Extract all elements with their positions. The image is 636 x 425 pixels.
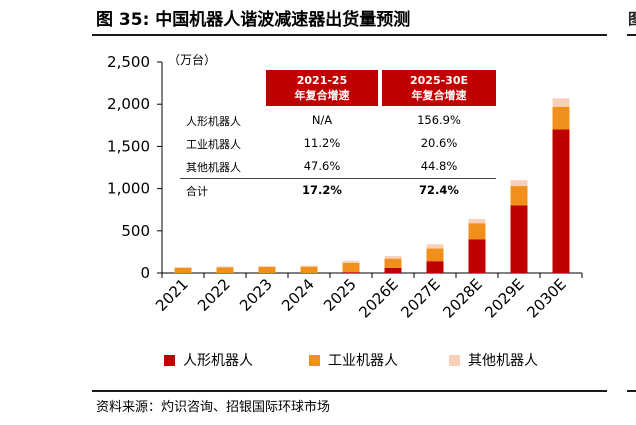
- bar-segment-other: [468, 218, 486, 224]
- x-tick-label: 2021: [152, 275, 192, 315]
- legend-label: 工业机器人: [328, 353, 398, 369]
- next-figure-rule-bottom: [627, 390, 636, 392]
- bar-segment-other: [342, 260, 360, 263]
- y-tick-label: 0: [140, 264, 150, 282]
- x-tick-label: 2028E: [439, 275, 485, 321]
- legend-item-other: 其他机器人: [449, 352, 538, 369]
- bar-segment-humanoid: [342, 272, 360, 273]
- chart-title: 图 35: 中国机器人谐波减速器出货量预测: [96, 10, 411, 30]
- table-cell: N/A: [311, 113, 333, 127]
- x-tick-label: 2027E: [397, 275, 443, 321]
- bar-segment-industrial: [510, 186, 528, 206]
- source-rule: [92, 390, 607, 392]
- x-tick-label: 2022: [194, 275, 234, 315]
- bar-segment-humanoid: [552, 129, 570, 273]
- bar-segment-industrial: [216, 267, 234, 273]
- table-cell: 20.6%: [420, 136, 458, 150]
- bar-segment-industrial: [426, 248, 444, 262]
- table-row-label: 人形机器人: [186, 115, 241, 128]
- x-tick-label: 2026E: [355, 275, 401, 321]
- y-axis-unit-label: （万台）: [168, 52, 216, 67]
- bar-segment-humanoid: [468, 239, 486, 273]
- legend-label: 其他机器人: [468, 353, 538, 369]
- bar-segment-other: [174, 267, 192, 268]
- x-tick-label: 2024: [278, 275, 318, 315]
- bar-segment-other: [510, 180, 528, 187]
- bar-segment-industrial: [174, 267, 192, 273]
- legend-swatch: [449, 354, 460, 366]
- table-header-metric: 年复合增速: [294, 89, 350, 102]
- table-header-metric: 年复合增速: [411, 89, 467, 102]
- table-header-period: 2025-30E: [409, 74, 468, 87]
- table-cell: 44.8%: [420, 159, 458, 173]
- legend-label: 人形机器人: [183, 353, 253, 369]
- x-tick-label: 2029E: [481, 275, 527, 321]
- table-row-label: 工业机器人: [186, 138, 241, 151]
- table-row-label: 其他机器人: [186, 161, 241, 174]
- bar-segment-other: [384, 256, 402, 259]
- bar-segment-other: [426, 244, 444, 249]
- y-tick-label: 2,000: [107, 95, 150, 113]
- x-tick-label: 2025: [320, 275, 360, 315]
- table-cell: 47.6%: [303, 159, 341, 173]
- table-total-cell: 72.4%: [419, 183, 459, 197]
- legend-swatch: [164, 354, 175, 366]
- bar-segment-industrial: [258, 266, 276, 273]
- x-tick-label: 2030E: [523, 275, 569, 321]
- bar-segment-other: [258, 266, 276, 267]
- next-figure-title-fragment: 图: [628, 10, 636, 28]
- table-header-2025-30e: 2025-30E 年复合增速: [382, 70, 496, 106]
- bar-segment-other: [300, 265, 318, 267]
- next-figure-rule-top: [627, 34, 636, 36]
- bar-segment-industrial: [342, 262, 360, 273]
- table-header-period: 2021-25: [296, 74, 348, 87]
- source-note: 资料来源：灼识咨询、招银国际环球市场: [96, 400, 331, 415]
- chart-bars: [174, 98, 570, 273]
- y-tick-label: 500: [121, 222, 150, 240]
- table-cell: 11.2%: [303, 136, 341, 150]
- bar-segment-humanoid: [384, 267, 402, 273]
- y-tick-label: 2,500: [107, 53, 150, 71]
- table-separator: [180, 178, 496, 179]
- bar-segment-industrial: [384, 258, 402, 268]
- y-tick-label: 1,000: [107, 180, 150, 198]
- table-total-label: 合计: [186, 185, 208, 198]
- bar-segment-industrial: [552, 106, 570, 130]
- x-tick-label: 2023: [236, 275, 276, 315]
- bar-segment-other: [552, 98, 570, 107]
- legend-swatch: [309, 354, 320, 366]
- bar-segment-industrial: [300, 266, 318, 273]
- bar-segment-other: [216, 266, 234, 268]
- bar-segment-humanoid: [510, 205, 528, 273]
- table-total-cell: 17.2%: [302, 183, 342, 197]
- table-cell: 156.9%: [417, 113, 461, 127]
- bar-segment-industrial: [468, 223, 486, 240]
- table-header-2021-25: 2021-25 年复合增速: [266, 70, 378, 106]
- y-tick-label: 1,500: [107, 137, 150, 155]
- legend-item-industrial: 工业机器人: [309, 352, 398, 369]
- title-rule: [92, 34, 607, 36]
- legend-item-humanoid: 人形机器人: [164, 352, 253, 369]
- bar-chart: 0 500 1,000 1,500 2,000 2,500 （万台） 2021 2022 2023…: [107, 52, 583, 322]
- bar-segment-humanoid: [426, 261, 444, 273]
